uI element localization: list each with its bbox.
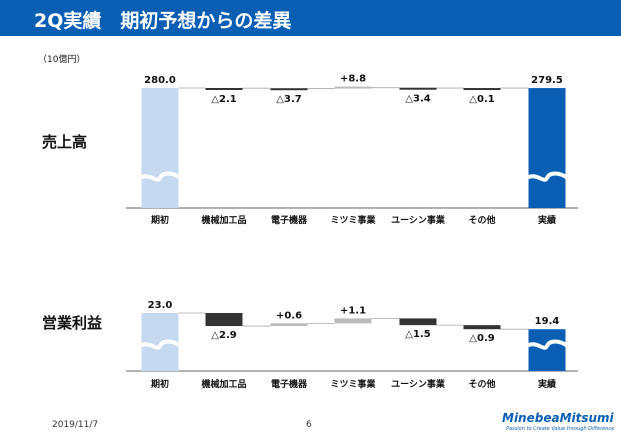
sales-category-label-6: 実績 [538, 214, 556, 226]
sales-bar-6 [528, 88, 566, 208]
logo-tagline: Passion to Create Value through Differen… [506, 426, 615, 432]
income-category-label-1: 機械加工品 [201, 378, 246, 390]
page-number: 6 [306, 420, 312, 430]
logo-name: MinebeaMitsumi [502, 411, 614, 425]
row-label-sales: 売上高 [42, 133, 88, 151]
sales-bar-3 [334, 86, 372, 89]
sales-value-label-0: 280.0 [144, 75, 176, 86]
sales-category-label-2: 電子機器 [271, 214, 308, 226]
income-value-label-1: △2.9 [211, 330, 236, 341]
income-axis-break-6 [525, 339, 569, 350]
income-waterfall-chart: 23.0 期初 △2.9 機械加工品 +0.6 電子機器 +1.1 ミツミ事業 △1.5 ユーシン… [126, 300, 578, 390]
income-value-label-3: +1.1 [340, 305, 366, 316]
sales-category-label-0: 期初 [151, 214, 169, 226]
income-category-label-2: 電子機器 [271, 378, 308, 390]
sales-bar-1 [205, 88, 243, 90]
income-value-label-4: △1.5 [405, 329, 430, 340]
income-bar-5 [463, 325, 501, 330]
income-category-label-3: ミツミ事業 [330, 378, 376, 390]
income-bar-1 [205, 313, 243, 327]
sales-value-label-5: △0.1 [469, 94, 494, 105]
sales-category-label-4: ユーシン事業 [391, 214, 446, 226]
income-value-label-5: △0.9 [469, 333, 494, 344]
sales-category-label-5: その他 [468, 214, 495, 226]
sales-category-label-3: ミツミ事業 [330, 214, 376, 226]
sales-bar-4 [399, 87, 437, 90]
sales-value-label-3: +8.8 [340, 74, 366, 85]
sales-bar-0 [141, 88, 179, 208]
income-bar-2 [270, 323, 308, 327]
row-label-operating-income: 営業利益 [42, 314, 103, 332]
sales-bar-2 [270, 88, 308, 91]
income-value-label-6: 19.4 [535, 316, 560, 327]
income-bar-4 [399, 318, 437, 326]
company-logo: MinebeaMitsumi Passion to Create Value t… [502, 411, 614, 435]
sales-value-label-2: △3.7 [276, 94, 301, 105]
income-category-label-0: 期初 [151, 378, 169, 390]
income-bar-6 [528, 329, 566, 371]
income-value-label-0: 23.0 [148, 300, 173, 311]
sales-axis-break-0 [138, 171, 182, 182]
sales-value-label-6: 279.5 [531, 75, 563, 86]
page-title: 2Q実績 期初予想からの差異 [34, 10, 292, 32]
income-category-label-4: ユーシン事業 [391, 378, 446, 390]
income-axis-break-0 [138, 339, 182, 350]
income-bar-3 [334, 318, 372, 324]
sales-bar-5 [463, 88, 501, 91]
footer-date: 2019/11/7 [52, 420, 99, 430]
sales-waterfall-chart: 280.0 期初 △2.1 機械加工品 △3.7 電子機器 +8.8 ミツミ事業 △3.4 ユーシ… [126, 74, 578, 226]
unit-label: （10億円） [38, 55, 86, 65]
title-bar: 2Q実績 期初予想からの差異 [0, 0, 621, 36]
sales-value-label-4: △3.4 [405, 94, 430, 105]
income-value-label-2: +0.6 [276, 310, 302, 321]
income-category-label-6: 実績 [538, 378, 556, 390]
sales-category-label-1: 機械加工品 [201, 214, 246, 226]
sales-axis-break-6 [525, 171, 569, 182]
sales-value-label-1: △2.1 [211, 94, 236, 105]
income-category-label-5: その他 [468, 378, 495, 390]
